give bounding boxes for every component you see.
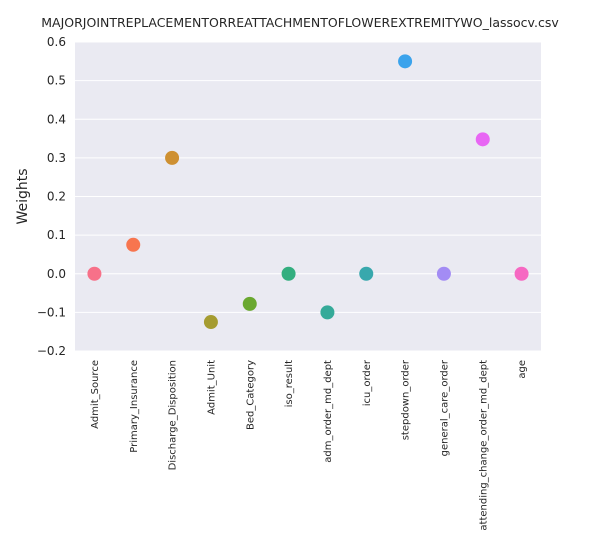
- y-tick-label: 0.4: [47, 112, 66, 126]
- y-tick-label: −0.1: [37, 305, 66, 319]
- data-point: [126, 237, 141, 252]
- y-tick-label: 0.0: [47, 267, 66, 281]
- x-tick-label: Admit_Unit: [206, 360, 217, 415]
- data-point: [281, 266, 296, 281]
- data-point: [514, 266, 529, 281]
- data-point: [203, 315, 218, 330]
- x-tick-label: attending_change_order_md_dept: [478, 360, 489, 531]
- data-point: [359, 266, 374, 281]
- x-tick-label: stepdown_order: [401, 359, 412, 440]
- y-axis-ticks: −0.2 −0.1 0.0 0.1 0.2 0.3 0.4 0.5 0.6: [37, 35, 66, 358]
- x-tick-label: Admit_Source: [90, 360, 101, 429]
- y-tick-label: 0.2: [47, 190, 66, 204]
- x-tick-label: iso_result: [284, 360, 295, 407]
- y-tick-label: 0.6: [47, 35, 66, 49]
- data-point: [436, 266, 451, 281]
- y-tick-label: 0.1: [47, 228, 66, 242]
- y-tick-label: 0.5: [47, 74, 66, 88]
- x-tick-label: general_care_order: [439, 359, 450, 456]
- data-point: [475, 132, 490, 147]
- x-tick-label: age: [517, 360, 528, 379]
- data-point: [242, 296, 257, 311]
- chart-title: MAJORJOINTREPLACEMENTORREATTACHMENTOFLOW…: [41, 15, 559, 30]
- x-axis-ticks: Admit_Source Primary_Insurance Discharge_D…: [90, 359, 528, 530]
- x-tick-label: Primary_Insurance: [129, 360, 140, 453]
- data-points: [87, 54, 529, 330]
- x-tick-label: icu_order: [362, 359, 373, 406]
- data-point: [165, 150, 180, 165]
- gridlines: [75, 41, 541, 352]
- data-point: [87, 266, 102, 281]
- y-tick-label: 0.3: [47, 151, 66, 165]
- y-tick-label: −0.2: [37, 344, 66, 358]
- data-point: [398, 54, 413, 69]
- x-tick-label: Discharge_Disposition: [168, 360, 179, 470]
- x-tick-label: Bed_Category: [245, 360, 256, 430]
- x-tick-label: adm_order_md_dept: [323, 360, 334, 463]
- data-point: [320, 305, 335, 320]
- y-axis-label: Weights: [15, 168, 31, 224]
